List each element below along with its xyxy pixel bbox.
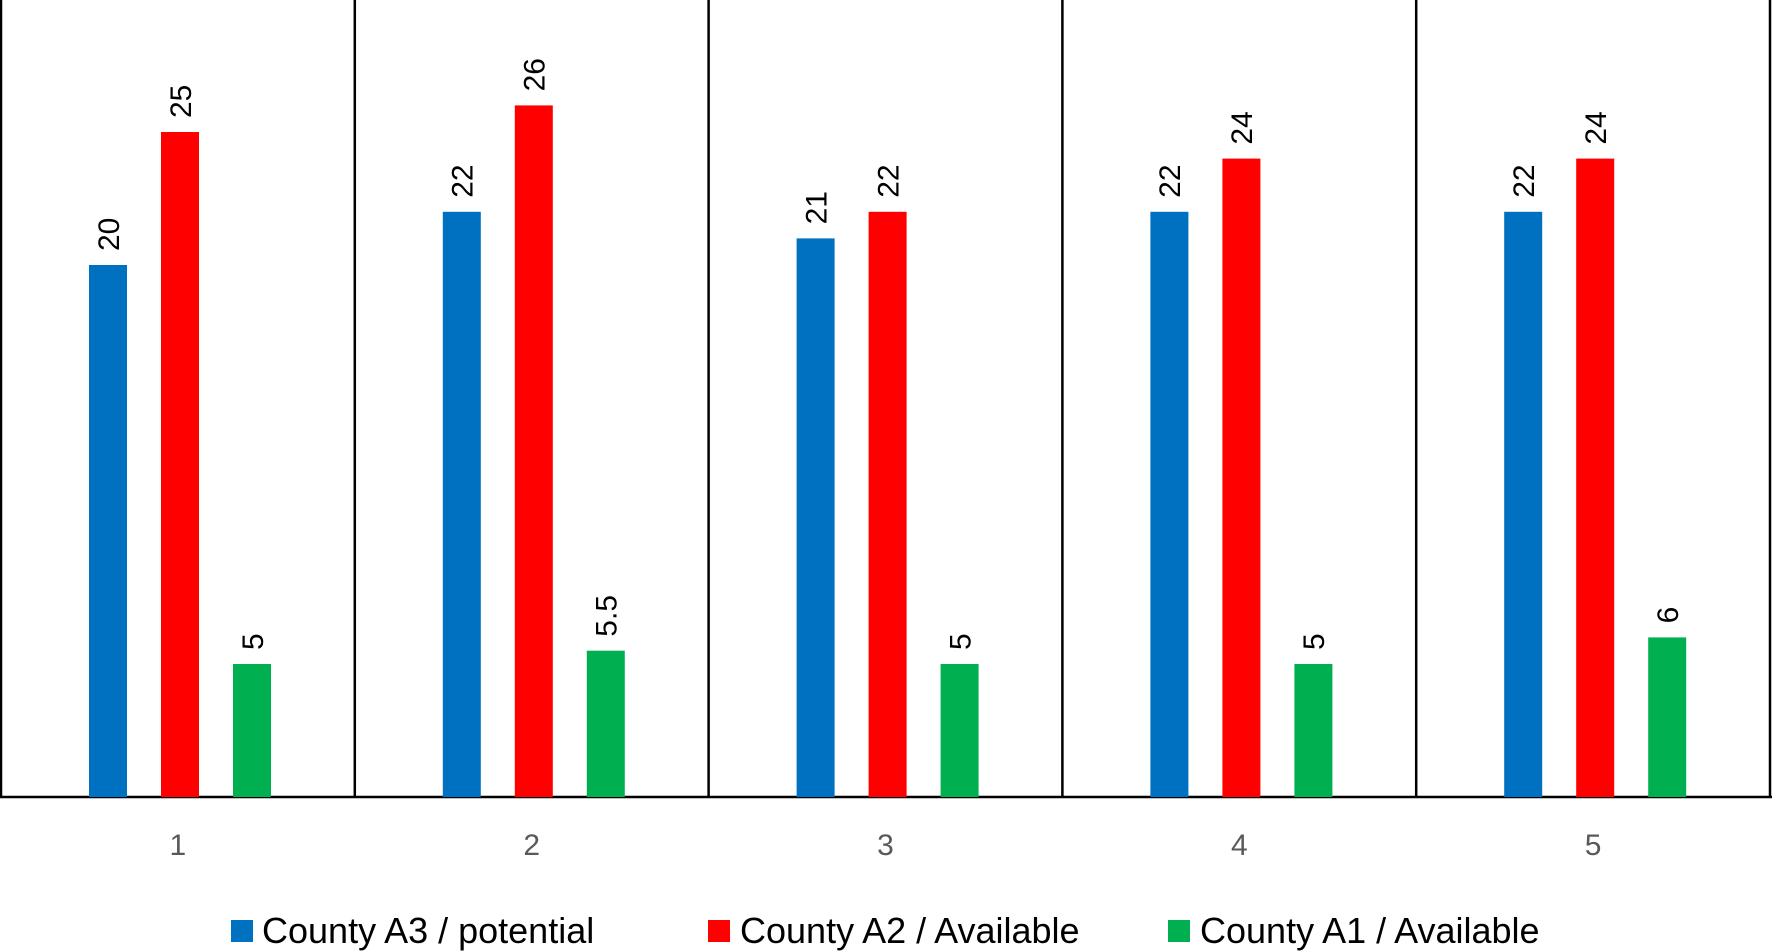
bar-series-3-cat-5 bbox=[1648, 637, 1687, 797]
data-label: 5 bbox=[944, 633, 977, 650]
bar-series-3-cat-4 bbox=[1294, 664, 1333, 797]
bar-series-2-cat-5 bbox=[1576, 158, 1615, 798]
data-label: 20 bbox=[93, 218, 126, 251]
data-label: 6 bbox=[1652, 607, 1685, 624]
bar-series-2-cat-2 bbox=[514, 105, 553, 797]
x-axis-tick-labels: 1 2 3 4 5 bbox=[170, 829, 1602, 862]
bar-series-3-cat-3 bbox=[940, 664, 979, 797]
bar-series-2-cat-1 bbox=[161, 132, 199, 797]
bar-series-3-cat-2 bbox=[586, 650, 625, 797]
legend: County A3 / potential County A2 / Availab… bbox=[231, 910, 1540, 951]
legend-swatch bbox=[708, 920, 730, 942]
legend-item-3: County A1 / Available bbox=[1168, 910, 1540, 951]
data-label: 22 bbox=[872, 164, 905, 197]
data-label: 5 bbox=[237, 633, 270, 650]
x-tick-label: 4 bbox=[1231, 829, 1248, 862]
data-label: 25 bbox=[165, 85, 198, 118]
data-label: 22 bbox=[447, 164, 480, 197]
bar-series-3-cat-1 bbox=[233, 664, 271, 797]
bar-series-1-cat-4 bbox=[1150, 211, 1189, 798]
data-label: 24 bbox=[1226, 111, 1259, 144]
data-label: 22 bbox=[1154, 164, 1187, 197]
x-tick-label: 2 bbox=[523, 829, 540, 862]
data-label: 22 bbox=[1508, 164, 1541, 197]
data-label: 24 bbox=[1580, 111, 1613, 144]
legend-label: County A1 / Available bbox=[1200, 910, 1540, 951]
bar-series-1-cat-3 bbox=[796, 238, 835, 797]
data-label: 21 bbox=[800, 191, 833, 224]
bar-series-1-cat-1 bbox=[89, 265, 127, 797]
x-tick-label: 3 bbox=[877, 829, 894, 862]
data-label: 26 bbox=[519, 58, 552, 91]
data-label: 5 bbox=[1298, 633, 1331, 650]
legend-item-2: County A2 / Available bbox=[708, 910, 1080, 951]
x-tick-label: 5 bbox=[1585, 829, 1602, 862]
bar-series-1-cat-5 bbox=[1504, 211, 1543, 798]
bar-series-1-cat-2 bbox=[442, 211, 481, 798]
legend-swatch bbox=[231, 920, 253, 942]
bars bbox=[89, 105, 1687, 798]
data-labels: 20 25 5 22 26 5.5 21 22 5 22 24 5 22 24 6 bbox=[93, 58, 1685, 650]
legend-swatch bbox=[1168, 920, 1190, 942]
legend-label: County A3 / potential bbox=[262, 910, 594, 951]
x-tick-label: 1 bbox=[170, 829, 187, 862]
data-label: 5.5 bbox=[591, 595, 624, 637]
legend-label: County A2 / Available bbox=[740, 910, 1080, 951]
bar-series-2-cat-4 bbox=[1222, 158, 1261, 798]
legend-item-1: County A3 / potential bbox=[231, 910, 594, 951]
bar-series-2-cat-3 bbox=[868, 211, 907, 798]
